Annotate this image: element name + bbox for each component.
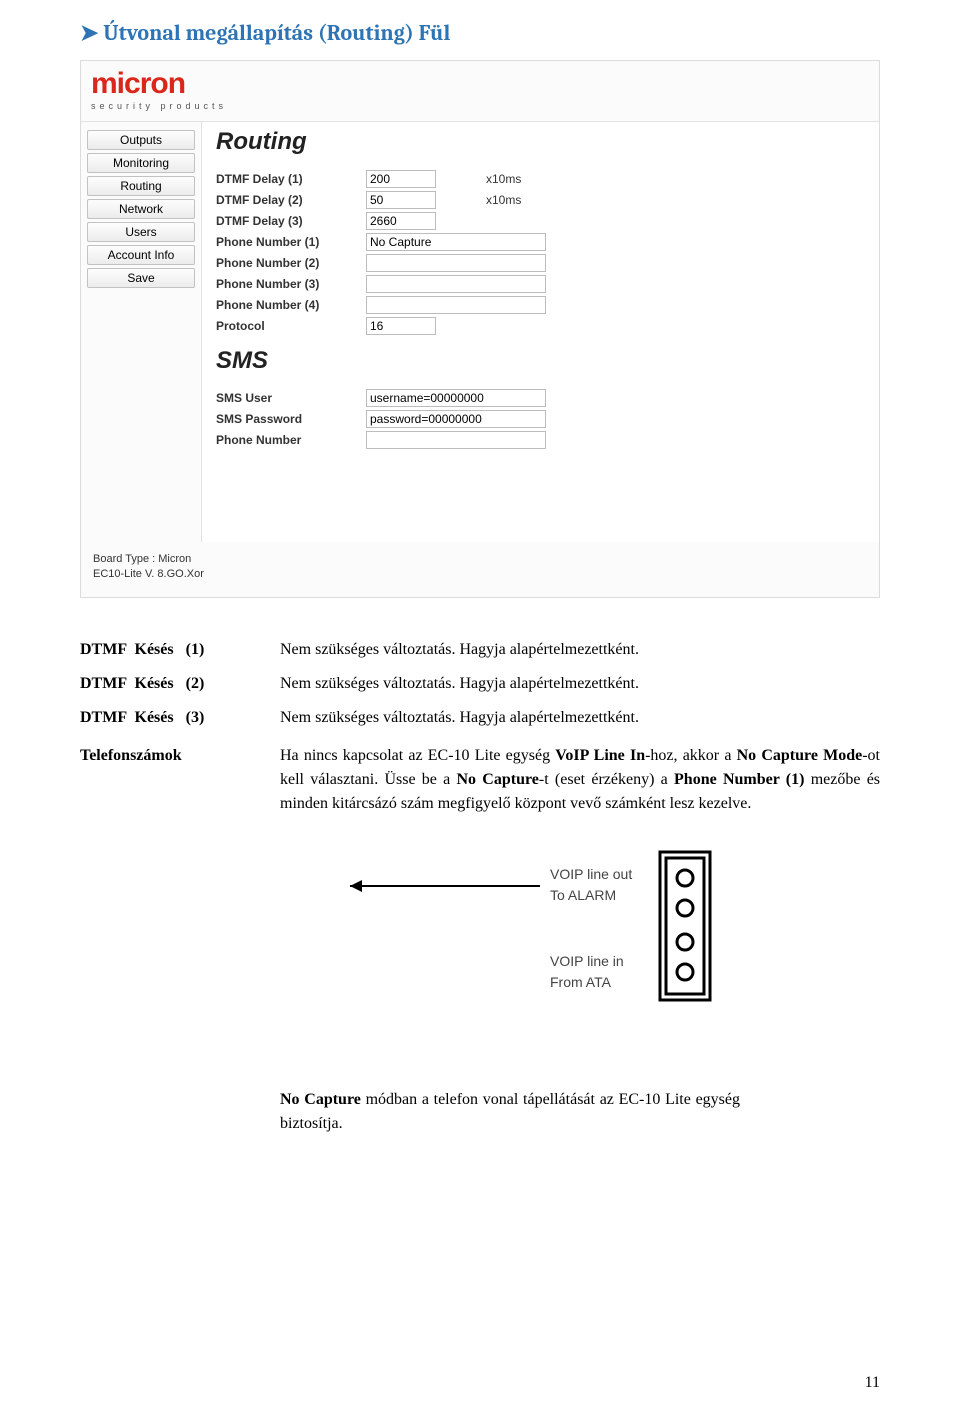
doc-heading: Útvonal megállapítás (Routing) Fül: [80, 20, 880, 46]
tel-pre: Ha nincs kapcsolat az EC-10 Lite egység: [280, 747, 555, 764]
sidebar-item-monitoring[interactable]: Monitoring: [87, 153, 195, 173]
desc-telefonszamok: Ha nincs kapcsolat az EC-10 Lite egység …: [280, 744, 880, 816]
input-phone-3[interactable]: [366, 275, 546, 293]
term-dtmf-2: DTMF Késés (2): [80, 672, 280, 696]
body-text: DTMF Késés (1) Nem szükséges változtatás…: [80, 638, 880, 1136]
term-telefonszamok: Telefonszámok: [80, 744, 280, 816]
unit: x10ms: [486, 193, 521, 207]
label-phone-3: Phone Number (3): [216, 277, 366, 291]
board-type-1: Board Type : Micron: [93, 552, 867, 567]
input-dtmf-delay-1[interactable]: [366, 170, 436, 188]
page-number: 11: [865, 1374, 880, 1392]
sidebar-item-routing[interactable]: Routing: [87, 176, 195, 196]
input-phone-4[interactable]: [366, 296, 546, 314]
app-screenshot: micron security products Outputs Monitor…: [80, 60, 880, 598]
row-phone-4: Phone Number (4): [216, 296, 865, 314]
footer-paragraph: No Capture módban a telefon vonal tápell…: [280, 1088, 740, 1136]
board-info: Board Type : Micron EC10-Lite V. 8.GO.Xo…: [81, 542, 879, 597]
row-sms-phone: Phone Number: [216, 431, 865, 449]
routing-section-title: Routing: [216, 128, 865, 156]
tel-b3: No Capture: [457, 771, 539, 788]
label-dtmf-delay-2: DTMF Delay (2): [216, 193, 366, 207]
label-protocol: Protocol: [216, 319, 366, 333]
sidebar-item-users[interactable]: Users: [87, 222, 195, 242]
input-phone-2[interactable]: [366, 254, 546, 272]
label-sms-user: SMS User: [216, 391, 366, 405]
label-sms-phone: Phone Number: [216, 433, 366, 447]
label-phone-4: Phone Number (4): [216, 298, 366, 312]
sidebar-item-network[interactable]: Network: [87, 199, 195, 219]
tel-b4: Phone Number (1): [674, 771, 804, 788]
unit: x10ms: [486, 172, 521, 186]
label-dtmf-delay-3: DTMF Delay (3): [216, 214, 366, 228]
sidebar: Outputs Monitoring Routing Network Users…: [81, 122, 201, 542]
tel-m3: -t (eset érzékeny) a: [539, 771, 674, 788]
brand-logo: micron: [91, 69, 869, 99]
input-dtmf-delay-3[interactable]: [366, 212, 436, 230]
input-protocol[interactable]: [366, 317, 436, 335]
row-phone-1: Phone Number (1): [216, 233, 865, 251]
label-sms-password: SMS Password: [216, 412, 366, 426]
row-sms-password: SMS Password: [216, 410, 865, 428]
input-phone-1[interactable]: [366, 233, 546, 251]
desc-dtmf-2: Nem szükséges változtatás. Hagyja alapér…: [280, 672, 880, 696]
sidebar-item-outputs[interactable]: Outputs: [87, 130, 195, 150]
desc-dtmf-1: Nem szükséges változtatás. Hagyja alapér…: [280, 638, 880, 662]
voip-port-diagram: VOIP line out To ALARM VOIP line in From…: [340, 846, 760, 1098]
tel-b1: VoIP Line In: [555, 747, 645, 764]
diagram-label-to-alarm: To ALARM: [550, 885, 660, 906]
brand-bar: micron security products: [81, 61, 879, 122]
row-dtmf-delay-3: DTMF Delay (3): [216, 212, 865, 230]
board-type-2: EC10-Lite V. 8.GO.Xor: [93, 567, 867, 582]
row-dtmf-delay-1: DTMF Delay (1) x10ms: [216, 170, 865, 188]
term-dtmf-3: DTMF Késés (3): [80, 706, 280, 730]
tel-m1: -hoz, akkor a: [645, 747, 737, 764]
row-sms-user: SMS User: [216, 389, 865, 407]
input-sms-user[interactable]: [366, 389, 546, 407]
diagram-label-in: VOIP line in: [550, 951, 660, 972]
footer-bold: No Capture: [280, 1091, 361, 1108]
input-dtmf-delay-2[interactable]: [366, 191, 436, 209]
term-dtmf-1: DTMF Késés (1): [80, 638, 280, 662]
diagram-label-from-ata: From ATA: [550, 972, 660, 993]
diagram-label-out: VOIP line out: [550, 864, 660, 885]
sidebar-item-account-info[interactable]: Account Info: [87, 245, 195, 265]
sms-section-title: SMS: [216, 347, 865, 375]
row-phone-2: Phone Number (2): [216, 254, 865, 272]
brand-subtitle: security products: [91, 101, 869, 111]
input-sms-password[interactable]: [366, 410, 546, 428]
label-phone-1: Phone Number (1): [216, 235, 366, 249]
label-dtmf-delay-1: DTMF Delay (1): [216, 172, 366, 186]
content-column: Routing DTMF Delay (1) x10ms DTMF Delay …: [201, 122, 879, 542]
desc-dtmf-3: Nem szükséges változtatás. Hagyja alapér…: [280, 706, 880, 730]
row-phone-3: Phone Number (3): [216, 275, 865, 293]
row-dtmf-delay-2: DTMF Delay (2) x10ms: [216, 191, 865, 209]
input-sms-phone[interactable]: [366, 431, 546, 449]
tel-b2: No Capture Mode: [737, 747, 863, 764]
sidebar-item-save[interactable]: Save: [87, 268, 195, 288]
row-protocol: Protocol: [216, 317, 865, 335]
label-phone-2: Phone Number (2): [216, 256, 366, 270]
